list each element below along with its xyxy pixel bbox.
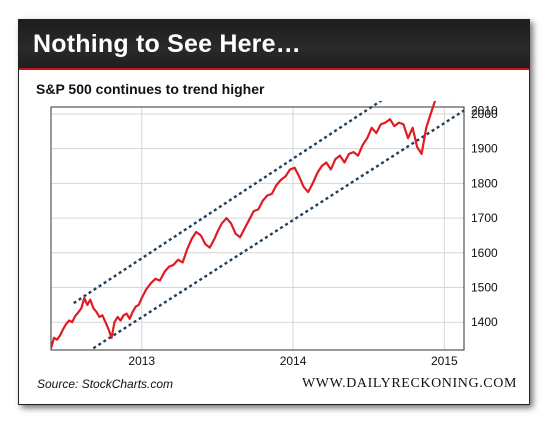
- y-tick-label: 2010: [471, 103, 498, 117]
- chart-card: Nothing to See Here… S&P 500 continues t…: [18, 19, 530, 405]
- plot-frame: [50, 106, 465, 351]
- y-tick-label: 1800: [471, 176, 498, 190]
- chart-title: Nothing to See Here…: [33, 30, 301, 58]
- channel-line-upper: [73, 101, 383, 305]
- channel-line-lower: [92, 109, 465, 350]
- x-axis-ticks: 2013 2014 2015: [128, 354, 458, 368]
- source-note: Source: StockCharts.com: [37, 377, 174, 391]
- title-bar: Nothing to See Here…: [19, 20, 529, 70]
- x-tick-label: 2015: [431, 354, 458, 368]
- x-tick-label: 2013: [128, 354, 155, 368]
- y-tick-label: 1500: [471, 281, 498, 295]
- brand-url: WWW.DAILYRECKONING.COM: [301, 376, 517, 391]
- y-tick-label: 1700: [471, 211, 498, 225]
- y-tick-label: 2000: [471, 107, 498, 121]
- x-tick-label: 2014: [280, 354, 307, 368]
- y-tick-label: 1600: [471, 246, 498, 260]
- y-tick-label: 1400: [471, 315, 498, 329]
- trend-channel: [73, 101, 465, 350]
- chart-subtitle: S&P 500 continues to trend higher: [36, 81, 265, 97]
- line-chart: 2013 2014 2015 1400 1500 1600 1700 1800 1900 200…: [50, 101, 498, 368]
- grid-lines: [51, 107, 464, 350]
- y-tick-label: 1900: [471, 142, 498, 156]
- sp500-series-line: [51, 101, 455, 349]
